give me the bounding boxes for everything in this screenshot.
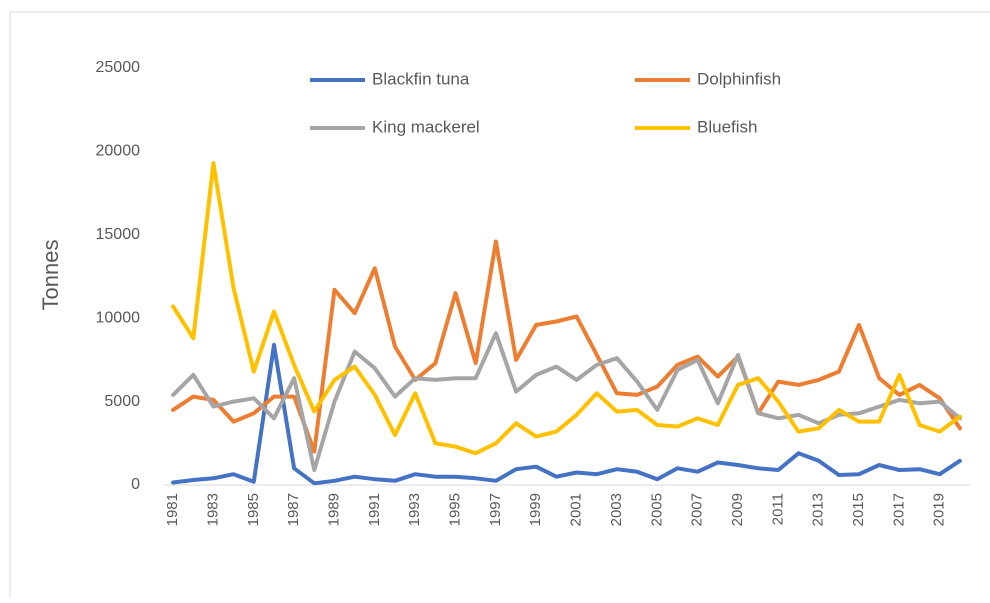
x-tick-label: 1999 xyxy=(527,493,544,526)
x-tick-label: 2003 xyxy=(608,493,625,526)
y-tick-label: 5000 xyxy=(104,393,140,410)
series-line xyxy=(171,239,962,454)
x-tick-label: 2011 xyxy=(769,493,786,525)
x-tick-label: 1987 xyxy=(285,493,302,526)
legend-label: Bluefish xyxy=(697,117,757,136)
series-line xyxy=(171,161,962,456)
x-tick-label: 1997 xyxy=(487,493,504,526)
y-tick-label: 0 xyxy=(131,476,140,493)
x-tick-label: 2007 xyxy=(689,493,706,526)
y-tick-label: 25000 xyxy=(96,59,141,76)
x-tick-label: 2017 xyxy=(890,493,907,526)
legend-label: Dolphinfish xyxy=(697,69,781,88)
legend-label: Blackfin tuna xyxy=(372,69,470,88)
y-tick-label: 10000 xyxy=(96,309,141,326)
x-tick-label: 1991 xyxy=(366,493,383,526)
legend-label: King mackerel xyxy=(372,117,480,136)
x-tick-label: 2015 xyxy=(850,493,867,526)
x-tick-label: 2013 xyxy=(810,493,827,526)
x-tick-label: 1983 xyxy=(204,493,221,526)
x-tick-label: 1993 xyxy=(406,493,423,526)
y-axis-label: Tonnes xyxy=(38,240,63,311)
x-tick-label: 1995 xyxy=(447,493,464,526)
x-tick-label: 1989 xyxy=(325,493,342,526)
x-tick-label: 2005 xyxy=(648,493,665,526)
x-tick-label: 2009 xyxy=(729,493,746,526)
y-tick-label: 20000 xyxy=(96,143,141,160)
x-tick-label: 1985 xyxy=(245,493,262,526)
x-tick-label: 2001 xyxy=(568,493,585,526)
y-tick-label: 15000 xyxy=(96,226,141,243)
x-tick-label: 1981 xyxy=(164,493,181,526)
chart-border xyxy=(9,11,990,603)
x-tick-label: 2019 xyxy=(931,493,948,526)
series-line xyxy=(171,342,962,486)
